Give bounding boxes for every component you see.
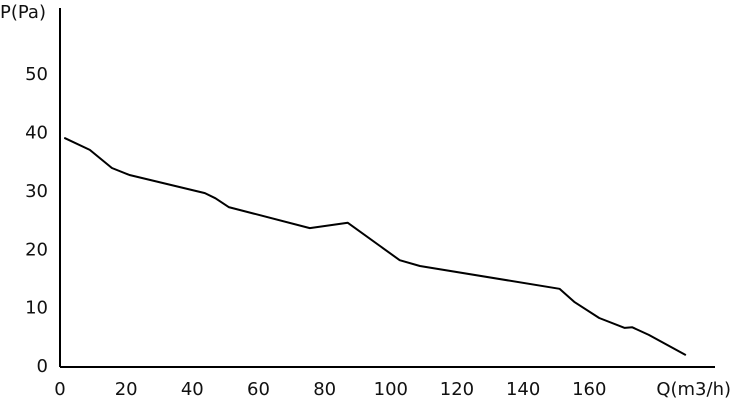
y-tick-label: 10 xyxy=(25,298,48,319)
x-tick-label: 0 xyxy=(54,379,65,400)
y-tick-label: 0 xyxy=(37,356,48,377)
x-tick-label: 160 xyxy=(572,379,606,400)
x-axis-label: Q(m3/h) xyxy=(656,379,731,400)
x-tick-label: 20 xyxy=(115,379,138,400)
y-tick-label: 30 xyxy=(25,181,48,202)
x-tick-label: 60 xyxy=(247,379,270,400)
y-axis-label: P(Pa) xyxy=(0,2,46,23)
y-tick-label: 50 xyxy=(25,64,48,85)
y-tick-label: 40 xyxy=(25,123,48,144)
x-tick-label: 40 xyxy=(181,379,204,400)
line xyxy=(64,137,687,356)
x-tick-label: 80 xyxy=(313,379,336,400)
y-tick-label: 20 xyxy=(25,239,48,260)
x-tick-label: 120 xyxy=(440,379,474,400)
x-tick-label: 100 xyxy=(374,379,408,400)
x-tick-label: 140 xyxy=(506,379,540,400)
